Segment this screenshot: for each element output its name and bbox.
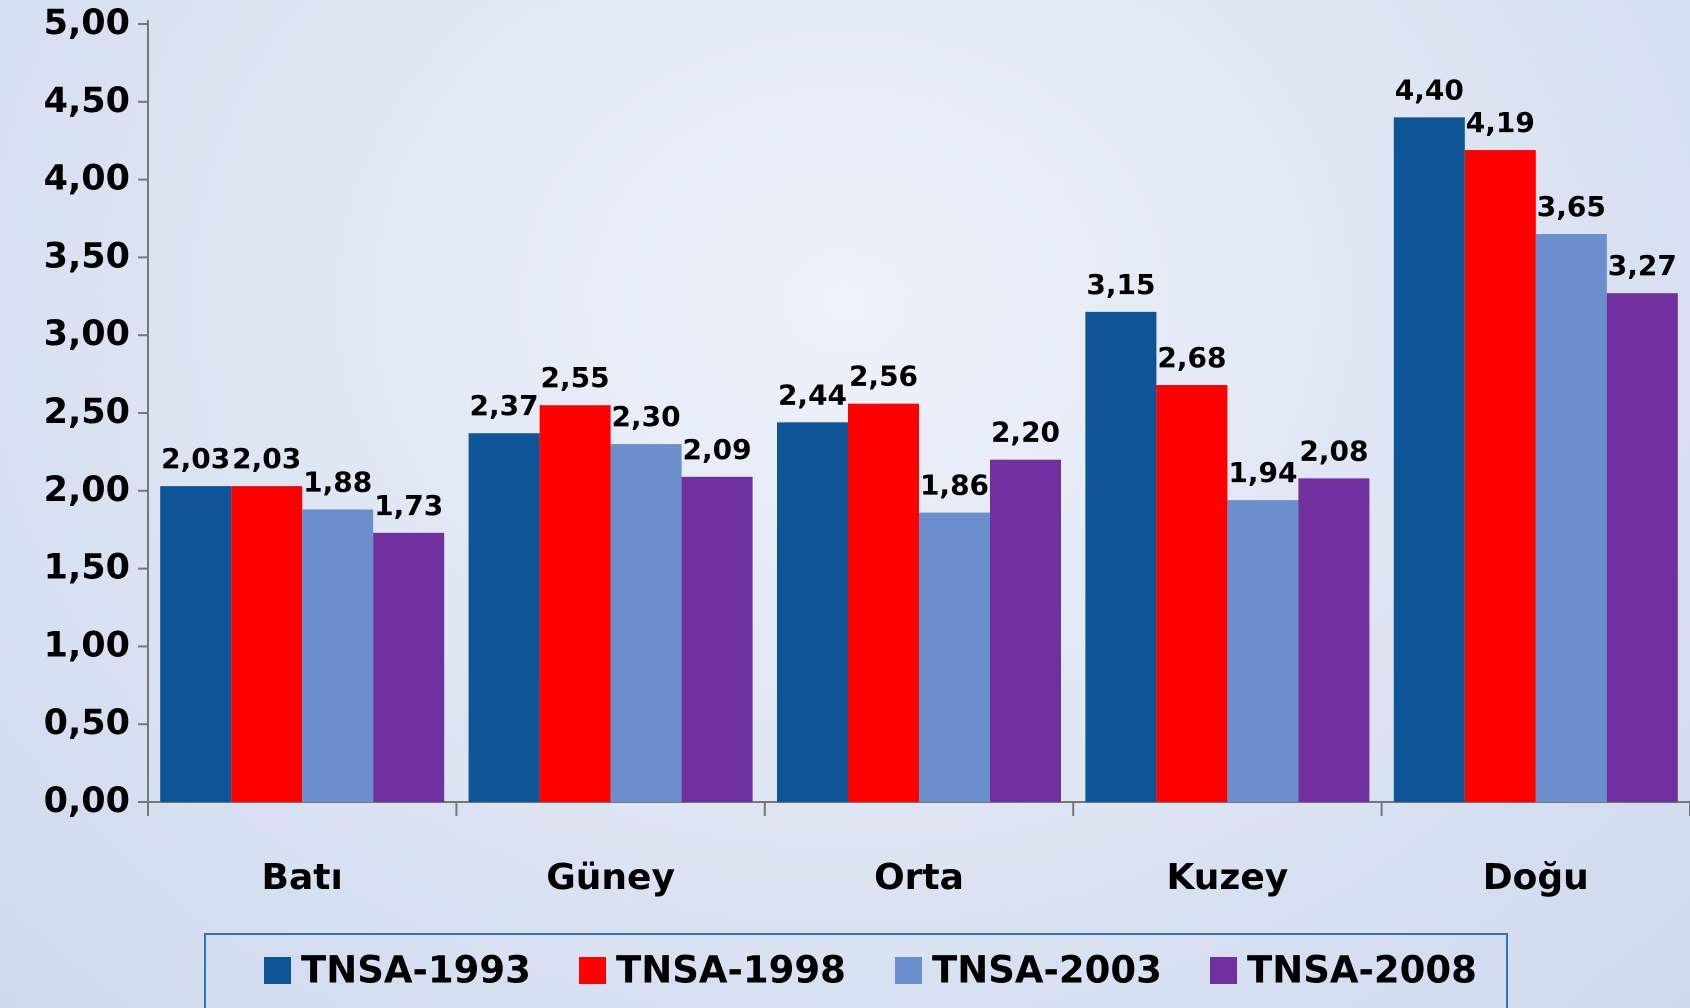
x-tick-label: Kuzey [1167,857,1289,898]
legend-label: TNSA-1993 [301,949,531,992]
legend-label: TNSA-2003 [932,949,1162,992]
y-tick-label: 3,50 [44,236,130,276]
bar [682,477,753,802]
bar [990,460,1061,802]
value-label: 1,86 [920,469,989,502]
legend-swatch [579,957,606,984]
value-label: 2,44 [778,378,847,411]
bar [1607,293,1678,802]
bar [611,444,682,802]
y-tick-label: 1,50 [44,548,130,588]
bar [302,509,373,802]
value-label: 2,09 [683,433,752,466]
value-label: 3,27 [1608,249,1677,282]
value-label: 2,03 [232,442,301,475]
bar [160,486,231,802]
legend-label: TNSA-2008 [1247,949,1477,992]
value-label: 2,20 [991,416,1060,449]
value-label: 4,40 [1395,73,1464,106]
x-tick-label: Batı [262,857,343,898]
x-tick-label: Güney [546,857,675,898]
y-tick-label: 0,50 [44,703,130,743]
y-tick-label: 1,00 [44,625,130,665]
value-label: 3,15 [1086,268,1155,301]
value-label: 1,94 [1228,456,1297,489]
y-tick-label: 3,00 [44,314,130,354]
value-label: 2,30 [612,400,681,433]
bar [469,433,540,802]
bar [777,422,848,802]
bar [1465,150,1536,802]
bar [540,405,611,802]
value-label: 1,88 [303,465,372,498]
chart: 0,00 0,50 1,00 1,50 2,00 2,50 3,00 3,50 4,00 4,50… [0,0,1690,1008]
bar [373,533,444,802]
value-label: 2,68 [1157,341,1226,374]
value-label: 2,03 [161,442,230,475]
value-label: 2,55 [541,361,610,394]
x-tick-label: Orta [874,857,964,898]
y-tick-label: 2,50 [44,392,130,432]
legend-swatch [1210,957,1237,984]
bar [1536,234,1607,802]
value-label: 4,19 [1466,106,1535,139]
legend-swatch [895,957,922,984]
bar [1227,500,1298,802]
y-tick-label: 2,00 [44,470,130,510]
bar [848,404,919,802]
bar [1298,478,1369,802]
bar [231,486,302,802]
x-tick-label: Doğu [1483,857,1589,898]
bar [1156,385,1227,802]
value-label: 1,73 [374,489,443,522]
value-label: 2,56 [849,360,918,393]
y-tick-label: 4,50 [44,81,130,121]
legend-label: TNSA-1998 [616,949,846,992]
y-tick-label: 5,00 [44,3,130,43]
bar [1394,117,1465,802]
y-tick-label: 0,00 [44,781,130,821]
bar [919,513,990,802]
bar [1085,312,1156,802]
value-label: 2,37 [470,389,539,422]
value-label: 2,08 [1299,434,1368,467]
y-tick-label: 4,00 [44,159,130,199]
legend-swatch [264,957,291,984]
value-label: 3,65 [1537,190,1606,223]
